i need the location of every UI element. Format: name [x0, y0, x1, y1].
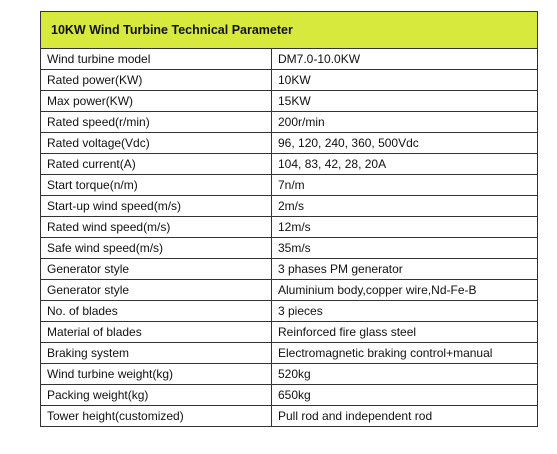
- parameter-name-cell: Generator style: [40, 279, 272, 301]
- table-row: Start-up wind speed(m/s) 2m/s: [40, 195, 538, 217]
- table-body: 10KW Wind Turbine Technical Parameter Wi…: [40, 11, 538, 427]
- table-row: No. of blades 3 pieces: [40, 300, 538, 322]
- parameter-value-cell: 3 phases PM generator: [271, 258, 538, 280]
- parameter-value-cell: 104, 83, 42, 28, 20A: [271, 153, 538, 175]
- parameter-name-cell: Material of blades: [40, 321, 272, 343]
- parameter-value-cell: 10KW: [271, 69, 538, 91]
- table-title-row: 10KW Wind Turbine Technical Parameter: [40, 11, 538, 49]
- parameter-name-cell: Wind turbine weight(kg): [40, 363, 272, 385]
- parameter-value-cell: Aluminium body,copper wire,Nd-Fe-B: [271, 279, 538, 301]
- parameter-value-cell: 2m/s: [271, 195, 538, 217]
- parameter-name-cell: No. of blades: [40, 300, 272, 322]
- parameter-name-cell: Max power(KW): [40, 90, 272, 112]
- parameter-name-cell: Rated voltage(Vdc): [40, 132, 272, 154]
- table-row: Braking system Electromagnetic braking co…: [40, 342, 538, 364]
- parameter-name-cell: Rated speed(r/min): [40, 111, 272, 133]
- parameter-name-cell: Rated power(KW): [40, 69, 272, 91]
- parameter-value-cell: 520kg: [271, 363, 538, 385]
- parameter-name-cell: Wind turbine model: [40, 48, 272, 70]
- table-row: Tower height(customized) Pull rod and ind…: [40, 405, 538, 427]
- parameter-name-cell: Generator style: [40, 258, 272, 280]
- parameter-value-cell: Electromagnetic braking control+manual: [271, 342, 538, 364]
- parameter-name-cell: Safe wind speed(m/s): [40, 237, 272, 259]
- table-row: Max power(KW) 15KW: [40, 90, 538, 112]
- table-row: Packing weight(kg) 650kg: [40, 384, 538, 406]
- parameter-value-cell: Reinforced fire glass steel: [271, 321, 538, 343]
- parameter-value-cell: 3 pieces: [271, 300, 538, 322]
- parameter-value-cell: 96, 120, 240, 360, 500Vdc: [271, 132, 538, 154]
- parameter-value-cell: 35m/s: [271, 237, 538, 259]
- parameter-value-cell: Pull rod and independent rod: [271, 405, 538, 427]
- table-row: Rated wind speed(m/s) 12m/s: [40, 216, 538, 238]
- parameter-name-cell: Start-up wind speed(m/s): [40, 195, 272, 217]
- table-row: Rated current(A) 104, 83, 42, 28, 20A: [40, 153, 538, 175]
- table-row: Wind turbine weight(kg) 520kg: [40, 363, 538, 385]
- parameter-value-cell: 650kg: [271, 384, 538, 406]
- table-row: Rated voltage(Vdc) 96, 120, 240, 360, 500…: [40, 132, 538, 154]
- table-row: Safe wind speed(m/s) 35m/s: [40, 237, 538, 259]
- parameter-name-cell: Packing weight(kg): [40, 384, 272, 406]
- table-row: Start torque(n/m) 7n/m: [40, 174, 538, 196]
- parameter-value-cell: 7n/m: [271, 174, 538, 196]
- parameter-value-cell: 200r/min: [271, 111, 538, 133]
- parameter-name-cell: Braking system: [40, 342, 272, 364]
- parameter-value-cell: 12m/s: [271, 216, 538, 238]
- table-title: 10KW Wind Turbine Technical Parameter: [40, 11, 538, 49]
- parameter-value-cell: DM7.0-10.0KW: [271, 48, 538, 70]
- table-row: Rated speed(r/min) 200r/min: [40, 111, 538, 133]
- table-row: Rated power(KW) 10KW: [40, 69, 538, 91]
- parameter-name-cell: Rated wind speed(m/s): [40, 216, 272, 238]
- table-row: Generator style 3 phases PM generator: [40, 258, 538, 280]
- parameter-name-cell: Rated current(A): [40, 153, 272, 175]
- table-row: Wind turbine model DM7.0-10.0KW: [40, 48, 538, 70]
- table-row: Generator style Aluminium body,copper wir…: [40, 279, 538, 301]
- table-row: Material of blades Reinforced fire glass …: [40, 321, 538, 343]
- parameter-value-cell: 15KW: [271, 90, 538, 112]
- parameter-name-cell: Tower height(customized): [40, 405, 272, 427]
- technical-parameter-table: 10KW Wind Turbine Technical Parameter Wi…: [40, 11, 538, 427]
- parameter-name-cell: Start torque(n/m): [40, 174, 272, 196]
